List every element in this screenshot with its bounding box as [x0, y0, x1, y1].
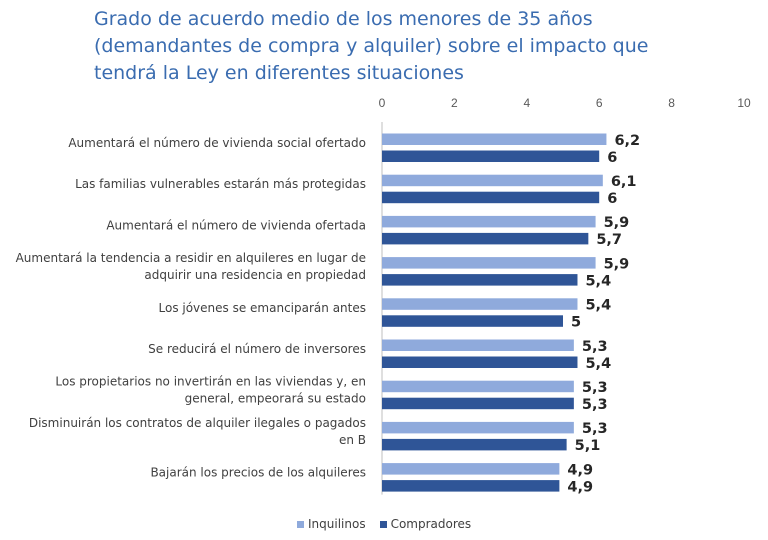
bar-compradores: [382, 480, 560, 492]
data-label-compradores: 6: [607, 150, 617, 166]
legend-label-inquilinos: Inquilinos: [308, 517, 366, 531]
category-label: adquirir una residencia en propiedad: [144, 268, 366, 282]
bar-inquilinos: [382, 298, 578, 310]
category-label: general, empeorará su estado: [185, 392, 366, 406]
bar-inquilinos: [382, 174, 603, 187]
category-label: Aumentará la tendencia a residir en alqu…: [16, 251, 366, 265]
bar-inquilinos: [382, 257, 596, 269]
data-label-compradores: 5,4: [585, 356, 611, 372]
data-label-inquilinos: 4,9: [567, 462, 593, 478]
category-label: Se reducirá el número de inversores: [148, 342, 366, 356]
data-label-inquilinos: 5,9: [604, 215, 630, 231]
data-label-compradores: 6: [607, 191, 617, 207]
data-label-compradores: 5,4: [585, 273, 611, 289]
data-label-compradores: 5: [571, 315, 581, 331]
bar-compradores: [382, 150, 600, 162]
x-tick-label: 10: [737, 96, 751, 110]
x-tick-label: 2: [451, 96, 458, 110]
chart-title-line-2: (demandantes de compra y alquiler) sobre…: [94, 35, 649, 57]
data-label-inquilinos: 5,4: [585, 298, 611, 314]
data-label-inquilinos: 5,3: [582, 421, 608, 437]
data-label-inquilinos: 5,9: [604, 256, 630, 272]
legend-swatch-compradores: [379, 520, 387, 528]
legend-item-inquilinos: Inquilinos: [297, 517, 366, 531]
bar-compradores: [382, 274, 578, 286]
category-label: Aumentará el número de vivienda social o…: [68, 136, 366, 150]
x-tick-label: 6: [596, 96, 603, 110]
bar-compradores: [382, 438, 567, 451]
bar-compradores: [382, 315, 563, 327]
bar-compradores: [382, 191, 600, 204]
data-label-inquilinos: 6,2: [614, 133, 640, 149]
bar-compradores: [382, 356, 578, 368]
category-label: Las familias vulnerables estarán más pro…: [75, 177, 366, 191]
legend: Inquilinos Compradores: [297, 517, 471, 531]
bar-inquilinos: [382, 133, 607, 145]
legend-swatch-inquilinos: [297, 520, 304, 528]
chart-title-line-3: tendrá la Ley en diferentes situaciones: [94, 62, 464, 84]
bar-inquilinos: [382, 463, 560, 475]
legend-item-compradores: Compradores: [379, 517, 472, 531]
legend-label-compradores: Compradores: [390, 517, 472, 531]
category-label: en B: [339, 433, 366, 447]
category-label: Disminuirán los contratos de alquiler il…: [29, 416, 366, 430]
data-label-compradores: 5,1: [575, 438, 601, 454]
data-label-inquilinos: 6,1: [611, 174, 637, 190]
x-tick-label: 0: [379, 96, 386, 110]
x-tick-label: 8: [668, 96, 675, 110]
bar-inquilinos: [382, 421, 574, 434]
data-label-compradores: 5,7: [596, 232, 622, 248]
bar-inquilinos: [382, 339, 574, 351]
chart-title-line-1: Grado de acuerdo medio de los menores de…: [94, 8, 593, 30]
category-label: Bajarán los precios de los alquileres: [150, 466, 366, 480]
data-label-inquilinos: 5,3: [582, 380, 608, 396]
bar-compradores: [382, 232, 589, 245]
data-label-inquilinos: 5,3: [582, 339, 608, 355]
data-label-compradores: 5,3: [582, 397, 608, 413]
category-label: Los jóvenes se emanciparán antes: [159, 301, 367, 315]
category-label: Aumentará el número de vivienda ofertada: [106, 218, 366, 232]
chart-title: Grado de acuerdo medio de los menores de…: [94, 6, 694, 87]
x-tick-label: 4: [523, 96, 530, 110]
bar-inquilinos: [382, 215, 596, 228]
data-label-compradores: 4,9: [567, 479, 593, 495]
category-label: Los propietarios no invertirán en las vi…: [55, 375, 366, 389]
bar-compradores: [382, 397, 574, 410]
bar-inquilinos: [382, 380, 574, 393]
